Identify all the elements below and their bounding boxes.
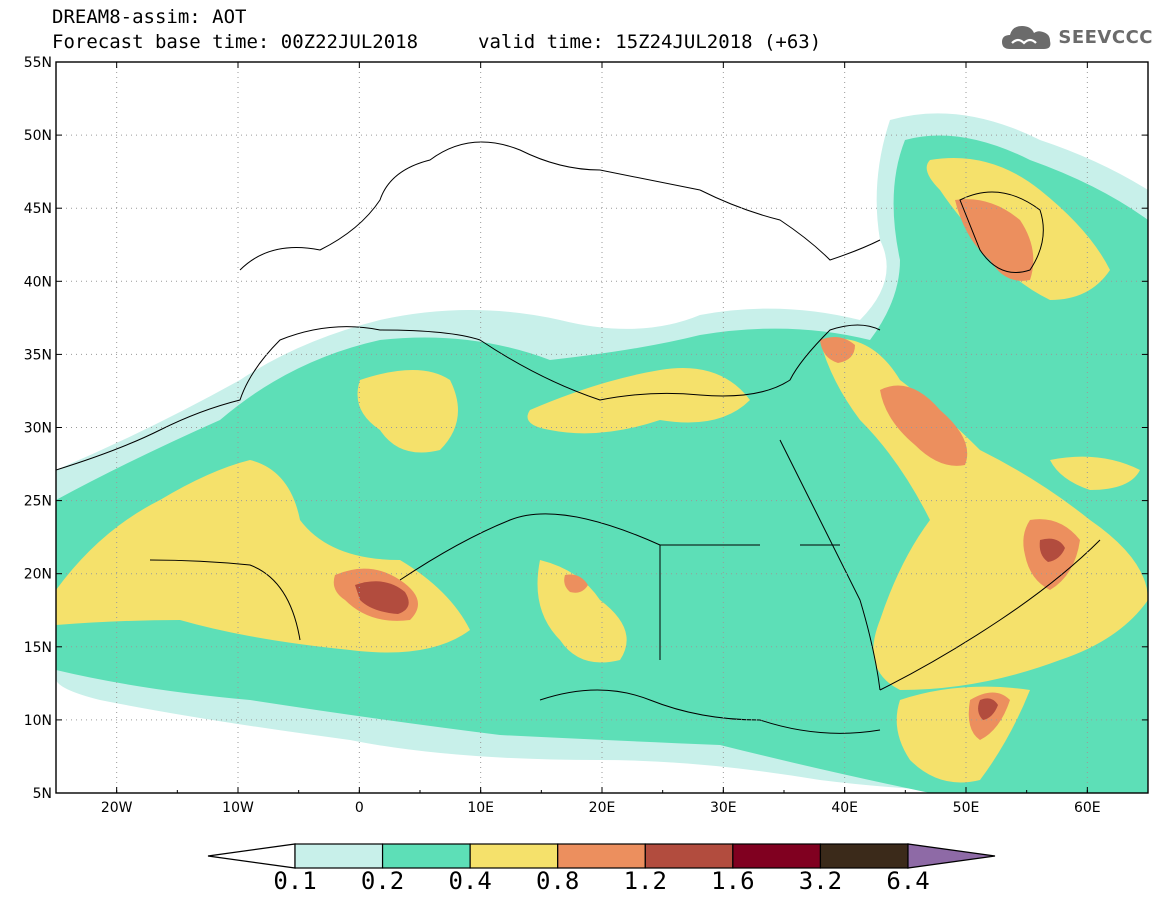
longitude-labels: 20W 10W 0 10E 20E 30E 40E 50E 60E [101,800,1101,816]
forecast-base-time: Forecast base time: 00Z22JUL2018 [52,31,419,53]
lat-label: 5N [33,786,52,802]
colorbar-segment [819,843,909,869]
aot-contours [56,113,1148,793]
latitude-labels: 55N 50N 45N 40N 35N 30N 25N 20N 15N 10N 5N [24,55,52,802]
colorbar-segment [294,843,384,869]
colorbar-segment [469,843,559,869]
lat-label: 55N [24,55,52,71]
lat-label: 50N [24,128,52,144]
colorbar-tick-label: 0.8 [536,867,580,895]
map-title: DREAM8-assim: AOT [52,6,247,28]
lat-label: 35N [24,347,52,363]
colorbar-tick-label: 0.1 [273,867,317,895]
lat-label: 45N [24,201,52,217]
lat-label: 20N [24,567,52,583]
axis-ticks [55,61,1149,794]
lat-label: 30N [24,421,52,437]
lon-label: 20E [589,800,616,816]
cloud-icon [1002,26,1051,49]
lon-label: 10E [467,800,494,816]
colorbar-segment [557,843,646,869]
logo-text: SEEVCCC [1058,26,1153,48]
lat-label: 15N [24,640,52,656]
colorbar-tick-label: 0.2 [360,867,405,895]
lon-label: 50E [953,800,980,816]
lon-label: 10W [222,800,254,816]
colorbar-tick-label: 1.2 [623,867,667,895]
colorbar-segment [381,843,471,869]
colorbar-tick-label: 3.2 [798,867,843,895]
lon-label: 30E [710,800,737,816]
lon-label: 40E [831,800,858,816]
gridlines [56,62,1148,793]
lat-label: 25N [24,494,52,510]
colorbar-segment [732,843,822,869]
lon-label: 0 [355,800,364,816]
colorbar-segment [644,843,734,869]
lon-label: 60E [1074,800,1101,816]
coastlines [56,141,1101,734]
valid-time: valid time: 15Z24JUL2018 (+63) [478,31,822,53]
lon-label: 20W [101,800,133,816]
lat-label: 10N [24,713,52,729]
colorbar [207,843,996,869]
colorbar-tick-label: 1.6 [711,867,755,895]
colorbar-under-arrow [207,843,296,869]
colorbar-over-arrow [907,843,996,869]
colorbar-tick-label: 0.4 [448,867,492,895]
lat-label: 40N [24,274,52,290]
seevccc-logo: SEEVCCC [1000,20,1153,54]
colorbar-tick-label: 6.4 [886,867,930,895]
